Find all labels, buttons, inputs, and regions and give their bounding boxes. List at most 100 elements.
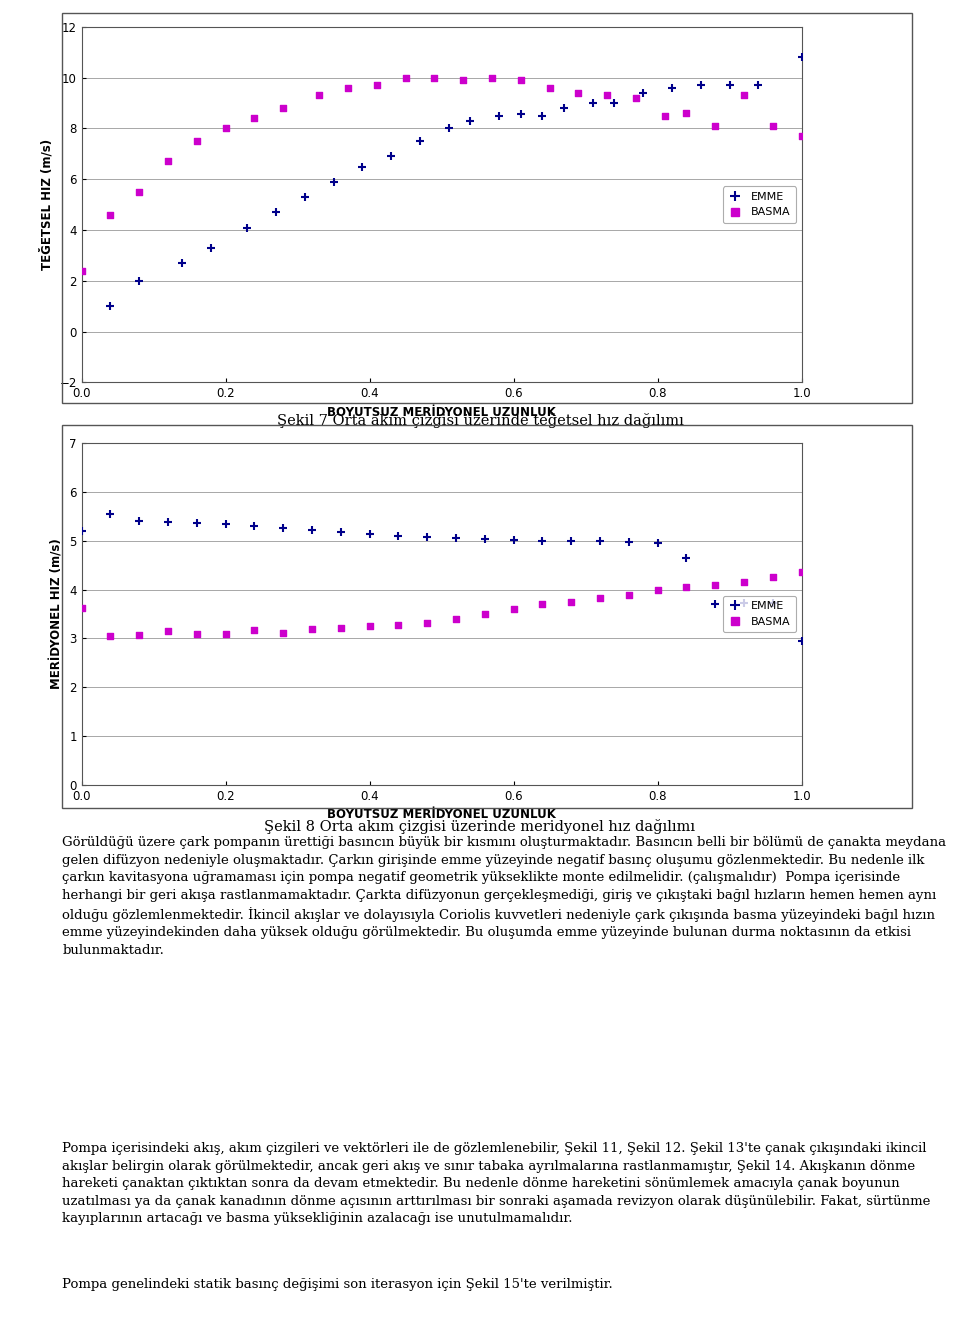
Point xyxy=(362,616,377,637)
Point xyxy=(636,82,651,103)
Point xyxy=(247,619,262,640)
Point xyxy=(369,75,384,97)
Point xyxy=(794,47,809,68)
Point xyxy=(592,588,608,609)
Point xyxy=(74,260,89,282)
Point xyxy=(541,76,557,98)
Point xyxy=(463,110,478,132)
Point xyxy=(297,187,312,208)
Point xyxy=(693,75,708,97)
Point xyxy=(477,529,492,550)
Point xyxy=(333,521,348,542)
Point xyxy=(722,75,737,97)
Point xyxy=(240,217,255,239)
Point xyxy=(276,517,291,538)
Point xyxy=(650,580,665,601)
Point xyxy=(492,105,507,126)
Point xyxy=(513,70,528,91)
Point xyxy=(132,181,147,203)
Point xyxy=(664,76,680,98)
Point xyxy=(621,585,636,607)
Text: Şekil 8 Orta akım çizgisi üzerinde meridyonel hız dağılımı: Şekil 8 Orta akım çizgisi üzerinde merid… xyxy=(264,819,696,833)
Point xyxy=(455,70,470,91)
Point xyxy=(535,593,550,615)
Point xyxy=(311,85,326,106)
Point xyxy=(103,503,118,525)
Point xyxy=(74,377,89,399)
Point xyxy=(557,98,572,119)
Point xyxy=(218,623,233,644)
Point xyxy=(276,621,291,643)
Point xyxy=(506,529,521,550)
Point xyxy=(570,82,586,103)
Point xyxy=(794,631,809,652)
Point xyxy=(354,156,370,177)
X-axis label: BOYUTSUZ MERİDYONEL UZUNLUK: BOYUTSUZ MERİDYONEL UZUNLUK xyxy=(327,405,556,419)
Point xyxy=(535,530,550,552)
Point xyxy=(765,115,780,137)
Point xyxy=(218,513,233,534)
Point xyxy=(204,238,219,259)
Point xyxy=(74,521,89,542)
Text: Görüldüğü üzere çark pompanın ürettiği basıncın büyük bir kısmını oluşturmaktadı: Görüldüğü üzere çark pompanın ürettiği b… xyxy=(62,836,947,957)
X-axis label: BOYUTSUZ MERİDYONEL UZUNLUK: BOYUTSUZ MERİDYONEL UZUNLUK xyxy=(327,808,556,821)
Point xyxy=(708,593,723,615)
Point xyxy=(650,531,665,553)
Point xyxy=(477,604,492,625)
Point xyxy=(621,531,636,553)
Point xyxy=(535,105,550,126)
Point xyxy=(628,87,643,109)
Point xyxy=(794,562,809,584)
Point xyxy=(484,67,499,89)
Point xyxy=(657,105,672,126)
Point xyxy=(708,574,723,596)
Point xyxy=(607,93,622,114)
Point xyxy=(420,612,435,633)
Point xyxy=(189,624,204,646)
Legend: EMME, BASMA: EMME, BASMA xyxy=(723,596,796,632)
Point xyxy=(340,76,355,98)
Point xyxy=(103,625,118,647)
Point xyxy=(276,98,291,119)
Point xyxy=(736,592,752,613)
Point xyxy=(441,118,457,140)
Point xyxy=(506,599,521,620)
Point xyxy=(592,530,608,552)
Y-axis label: TEĞETSEL HIZ (m/s): TEĞETSEL HIZ (m/s) xyxy=(40,140,54,270)
Point xyxy=(585,93,600,114)
Point xyxy=(765,566,780,588)
Point xyxy=(397,67,413,89)
Text: Şekil 7 Orta akım çizgisi üzerinde teğetsel hız dağılımı: Şekil 7 Orta akım çizgisi üzerinde teğet… xyxy=(276,413,684,428)
Point xyxy=(218,118,233,140)
Point xyxy=(391,525,406,546)
Text: Pompa genelindeki statik basınç değişimi son iterasyon için Şekil 15'te verilmiş: Pompa genelindeki statik basınç değişimi… xyxy=(62,1278,613,1291)
Point xyxy=(736,85,752,106)
Legend: EMME, BASMA: EMME, BASMA xyxy=(723,187,796,223)
Point xyxy=(189,513,204,534)
Point xyxy=(103,295,118,317)
Point xyxy=(513,103,528,125)
Point xyxy=(268,201,284,223)
Point xyxy=(160,511,176,533)
Point xyxy=(679,102,694,123)
Point xyxy=(325,170,342,192)
Point xyxy=(426,67,442,89)
Point xyxy=(160,620,176,641)
Point xyxy=(189,130,204,152)
Point xyxy=(765,592,780,613)
Point xyxy=(599,85,614,106)
Point xyxy=(103,204,118,225)
Point xyxy=(448,527,464,549)
Point xyxy=(333,617,348,639)
Point xyxy=(247,107,262,129)
Point xyxy=(74,597,89,619)
Point xyxy=(679,548,694,569)
Point xyxy=(362,523,377,545)
Point xyxy=(448,608,464,629)
Point xyxy=(412,130,427,152)
Text: Pompa içerisindeki akış, akım çizgileri ve vektörleri ile de gözlemlenebilir, Şe: Pompa içerisindeki akış, akım çizgileri … xyxy=(62,1142,931,1225)
Point xyxy=(132,270,147,291)
Point xyxy=(304,617,320,639)
Point xyxy=(420,526,435,548)
Point xyxy=(304,519,320,541)
